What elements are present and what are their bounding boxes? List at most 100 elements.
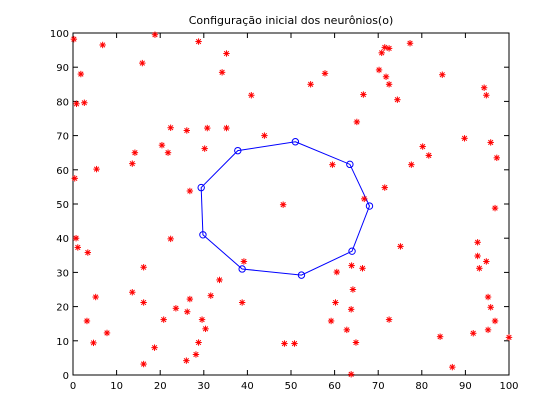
neuron-circle: [199, 231, 207, 239]
data-point-asterisk: [83, 317, 91, 325]
data-point-asterisk: [81, 99, 88, 106]
data-point-asterisk: [164, 149, 172, 156]
data-point-asterisk: [84, 249, 92, 256]
data-point-asterisk: [172, 305, 180, 312]
x-tick-label: 40: [241, 381, 254, 392]
data-point-asterisk: [158, 141, 166, 149]
data-point-asterisk: [151, 344, 158, 351]
data-point-asterisk: [353, 118, 361, 126]
x-tick-label: 10: [110, 381, 123, 392]
data-point-asterisk: [381, 184, 388, 191]
data-point-asterisk: [131, 149, 139, 156]
y-tick-label: 80: [56, 97, 69, 108]
data-point-asterisk: [419, 143, 426, 150]
x-tick-label: 100: [499, 381, 518, 392]
neuron-circle: [365, 202, 374, 210]
data-point-asterisk: [487, 304, 494, 311]
data-point-asterisk: [74, 244, 81, 251]
neuron-circle: [197, 183, 205, 192]
chart-marks: [70, 31, 513, 378]
data-point-asterisk: [484, 293, 492, 301]
data-point-asterisk: [307, 81, 314, 88]
data-point-asterisk: [439, 71, 446, 78]
y-tick-label: 90: [56, 63, 69, 74]
data-point-asterisk: [329, 161, 336, 168]
data-point-asterisk: [474, 252, 481, 260]
y-tick-label: 50: [56, 200, 69, 211]
data-point-asterisk: [140, 264, 147, 271]
x-tick-label: 60: [328, 381, 341, 392]
y-tick-label: 30: [56, 268, 69, 279]
data-point-asterisk: [397, 243, 404, 250]
data-point-asterisk: [223, 50, 230, 57]
data-point-asterisk: [99, 41, 106, 49]
data-point-asterisk: [140, 299, 147, 306]
data-point-asterisk: [238, 299, 246, 306]
neuron-circle: [348, 247, 356, 255]
data-point-asterisk: [487, 139, 494, 146]
data-point-asterisk: [483, 92, 490, 99]
neuron-circle: [346, 160, 354, 169]
data-point-asterisk: [279, 201, 287, 208]
data-point-asterisk: [216, 276, 223, 284]
data-point-asterisk: [493, 154, 500, 162]
data-point-asterisk: [382, 73, 390, 80]
neuron-circle: [297, 271, 306, 279]
data-point-asterisk: [202, 325, 209, 333]
data-point-asterisk: [348, 262, 355, 269]
data-point-asterisk: [201, 145, 208, 152]
data-point-asterisk: [93, 165, 100, 173]
chart-title: Configuração inicial dos neurônios(o): [189, 14, 394, 27]
data-point-asterisk: [394, 96, 401, 103]
neuron-circle: [291, 138, 300, 146]
data-point-asterisk: [321, 70, 329, 77]
data-point-asterisk: [505, 334, 513, 341]
y-tick-label: 70: [56, 132, 69, 143]
x-tick-label: 0: [70, 381, 76, 392]
data-point-asterisk: [484, 326, 492, 334]
x-tick-label: 30: [197, 381, 210, 392]
axis-tick-labels: 0 10 20 30 40 50 60 70 80 90 100 0 10 20 30 40 50 60 70 80 9…: [50, 29, 519, 392]
data-point-asterisk: [92, 293, 99, 301]
data-point-asterisk: [406, 40, 414, 47]
data-point-asterisk: [207, 292, 214, 299]
x-tick-label: 50: [285, 381, 298, 392]
data-point-asterisk: [183, 357, 190, 364]
data-point-asterisk: [186, 187, 194, 195]
data-point-asterisk: [333, 268, 340, 276]
data-point-asterisk: [343, 326, 351, 334]
data-point-asterisk: [73, 100, 80, 107]
data-point-asterisk: [167, 124, 174, 131]
data-point-asterisk: [160, 316, 167, 323]
data-point-asterisk: [361, 195, 368, 203]
data-point-asterisk: [198, 316, 206, 323]
data-point-asterisk: [483, 258, 490, 265]
data-point-asterisk: [347, 306, 355, 313]
data-point-asterisk: [186, 295, 194, 303]
data-point-asterisk: [436, 333, 444, 340]
data-point-asterisk: [470, 330, 477, 337]
data-point-asterisk: [129, 160, 136, 167]
neuron-circle: [238, 265, 246, 273]
data-point-asterisk: [449, 363, 456, 371]
data-point-asterisk: [359, 265, 366, 272]
data-point-asterisk: [261, 132, 268, 139]
data-point-asterisk: [195, 339, 202, 346]
y-tick-label: 100: [50, 29, 69, 40]
y-tick-label: 0: [63, 371, 69, 382]
data-point-asterisk: [378, 49, 385, 57]
data-point-asterisk: [192, 351, 200, 358]
x-tick-label: 70: [372, 381, 385, 392]
data-point-asterisk: [385, 316, 393, 323]
data-point-asterisk: [223, 124, 230, 132]
data-point-asterisk: [281, 340, 288, 347]
data-point-asterisk: [375, 66, 383, 74]
data-point-asterisk: [167, 235, 174, 243]
y-tick-label: 10: [56, 337, 69, 348]
data-point-asterisk: [90, 339, 97, 347]
data-point-asterisk: [240, 258, 248, 265]
data-point-asterisk: [332, 299, 339, 306]
data-point-asterisk: [385, 81, 393, 88]
x-tick-label: 90: [459, 381, 472, 392]
data-point-asterisk: [218, 69, 226, 76]
